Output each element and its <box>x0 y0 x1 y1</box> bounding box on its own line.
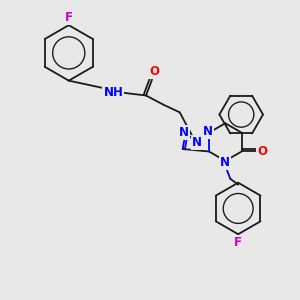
Text: N: N <box>179 126 189 139</box>
Text: N: N <box>220 156 230 170</box>
Text: N: N <box>203 125 213 138</box>
Text: O: O <box>149 65 159 78</box>
Text: N: N <box>192 136 202 148</box>
Text: F: F <box>65 11 73 24</box>
Text: O: O <box>257 145 267 158</box>
Text: NH: NH <box>103 86 123 99</box>
Text: F: F <box>234 236 242 249</box>
